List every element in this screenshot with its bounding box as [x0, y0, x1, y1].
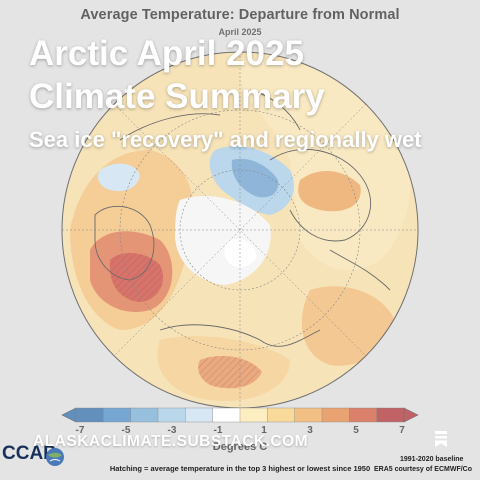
colorbar-tick-label: -5: [121, 425, 131, 436]
colorbar-tick-label: -3: [167, 425, 177, 436]
globe-icon: [46, 448, 64, 466]
map-title: Average Temperature: Departure from Norm…: [80, 7, 400, 23]
ccap-logo: CCAP: [0, 443, 72, 480]
colorbar-right-arrow: [403, 407, 419, 423]
colorbar-tick-label: 7: [399, 425, 405, 436]
baseline-note: 1991-2020 baseline: [400, 456, 464, 463]
logo-text: CCAP: [2, 443, 56, 464]
data-courtesy: ERA5 courtesy of ECMWF/Co: [374, 466, 473, 473]
map-subtitle: April 2025: [218, 27, 262, 37]
headline-line-2: Climate Summary: [29, 77, 325, 116]
colorbar-tick-label: 5: [353, 425, 359, 436]
colorbar-tick-label: 1: [261, 425, 267, 436]
headline-line-1: Arctic April 2025: [29, 34, 304, 73]
colorbar-tick-label: -7: [75, 425, 85, 436]
colorbar-tick-label: -1: [213, 425, 223, 436]
temperature-colorbar: [61, 407, 419, 423]
bookmark-icon[interactable]: [434, 430, 448, 448]
subheadline: Sea ice "recovery" and regionally wet: [29, 127, 422, 152]
headline: Arctic April 2025 Climate Summary: [29, 32, 325, 118]
hatching-note: Hatching = average temperature in the to…: [109, 464, 371, 473]
colorbar-units: Degrees C: [212, 441, 268, 453]
site-url[interactable]: ALASKACLIMATE.SUBSTACK.COM: [33, 433, 309, 450]
colorbar-tick-label: 3: [307, 425, 313, 436]
